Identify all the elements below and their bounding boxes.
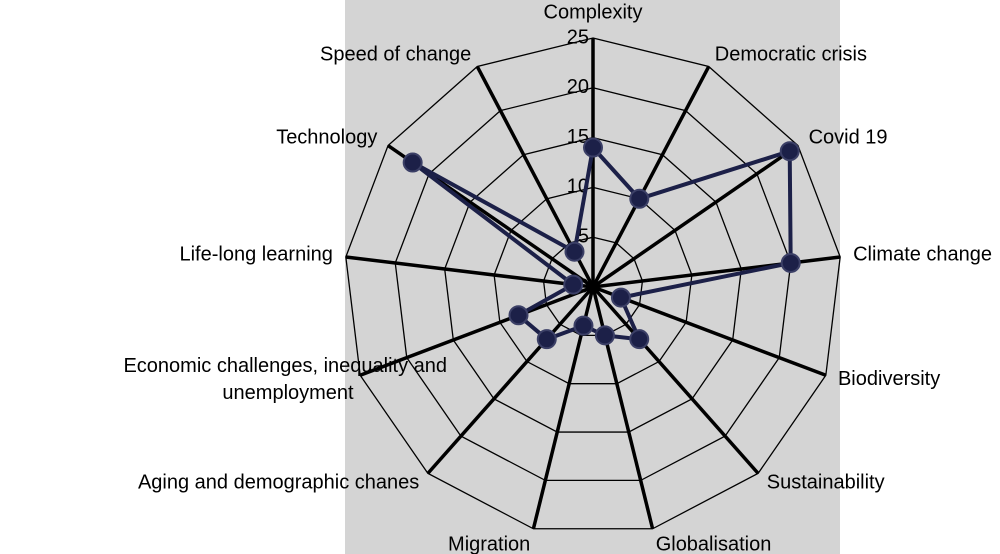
category-label: Globalisation <box>656 534 772 554</box>
data-point <box>629 329 650 350</box>
label-line: Economic challenges, inequality and <box>123 355 452 377</box>
category-label: Migration <box>448 534 530 554</box>
r-tick-label: 20 <box>567 76 589 98</box>
category-label: Biodiversity <box>838 368 940 390</box>
grid-ring <box>394 87 792 482</box>
r-tick-label: 0 <box>578 275 589 297</box>
spoke <box>359 285 594 377</box>
category-label: Complexity <box>544 1 643 23</box>
data-point <box>563 274 584 295</box>
category-label: Technology <box>276 126 377 148</box>
r-tick-label: 25 <box>567 26 589 48</box>
data-point <box>780 252 801 273</box>
spoke <box>426 285 595 475</box>
data-point <box>536 329 557 350</box>
category-label: Speed of change <box>320 43 471 65</box>
spoke <box>591 65 711 288</box>
category-label: Aging and demographic chanes <box>138 471 419 493</box>
spoke <box>592 144 799 289</box>
data-point <box>629 188 650 209</box>
data-point <box>779 141 800 162</box>
category-label: Economic challenges, inequality and unem… <box>123 355 452 404</box>
spoke <box>591 285 760 475</box>
data-point <box>564 241 585 262</box>
data-point <box>573 315 594 336</box>
r-tick-label: 5 <box>578 225 589 247</box>
data-point <box>594 325 615 346</box>
category-label: Climate change <box>853 244 992 266</box>
category-label: Life-long learning <box>179 244 332 266</box>
grid-ring <box>345 37 841 530</box>
spoke <box>345 255 594 289</box>
grid-ring <box>444 136 742 433</box>
grid-ring <box>542 236 644 337</box>
category-label: Sustainability <box>767 471 885 493</box>
category-label: Covid 19 <box>809 126 888 148</box>
category-label: Democratic crisis <box>715 43 867 65</box>
data-point <box>610 287 631 308</box>
label-line: unemployment <box>222 382 354 404</box>
series-line <box>410 145 793 342</box>
grid-ring <box>493 186 693 385</box>
data-point <box>583 137 603 158</box>
data-point <box>402 152 423 173</box>
data-point <box>508 305 529 326</box>
spoke <box>592 285 827 377</box>
r-tick-label: 15 <box>567 126 589 148</box>
